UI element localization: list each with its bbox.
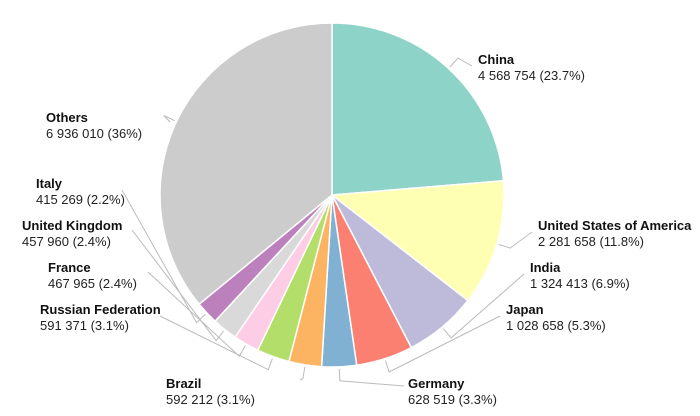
pie-slice-united-states-of-america [330,179,505,302]
slice-label-value: 415 269 (2.2%) [36,192,125,207]
leader-line [384,315,501,373]
leader-line [163,115,175,123]
slice-label-name: Russian Federation [40,302,161,317]
leader-line [498,231,533,249]
leader-line [299,366,306,381]
slice-label-name: Others [46,110,88,125]
slice-label-value: 4 568 754 (23.7%) [478,68,585,83]
slice-label-name: Germany [408,376,465,391]
slice-label-name: United Kingdom [22,218,122,233]
slice-label-value: 1 028 658 (5.3%) [506,318,606,333]
slice-label-name: China [478,52,515,67]
leader-lines [121,57,533,387]
pie-slice-china [331,22,505,196]
leader-line [147,271,246,357]
leader-line [338,368,405,387]
slice-label-value: 1 324 413 (6.9%) [530,276,630,291]
leader-line [131,229,224,342]
pie-slices [159,22,505,368]
slice-label-name: Japan [506,302,544,317]
slice-label-value: 2 281 658 (11.8%) [538,234,644,249]
leader-line [159,315,273,371]
slice-label-name: United States of America [538,218,692,233]
slice-label-value: 457 960 (2.4%) [22,234,111,249]
slice-label-name: Italy [36,176,63,191]
leader-line [449,57,473,68]
slice-label-name: Brazil [166,376,201,391]
pie-slice-others [159,22,333,306]
leader-line [443,273,525,339]
slice-label-name: France [48,260,91,275]
slice-label-value: 591 371 (3.1%) [40,318,129,333]
slice-label-value: 467 965 (2.4%) [48,276,137,291]
slice-label-value: 6 936 010 (36%) [46,126,142,141]
slice-label-name: India [530,260,561,275]
slice-label-value: 592 212 (3.1%) [166,392,255,407]
slice-label-value: 628 519 (3.3%) [408,392,497,407]
leader-line [121,189,206,324]
